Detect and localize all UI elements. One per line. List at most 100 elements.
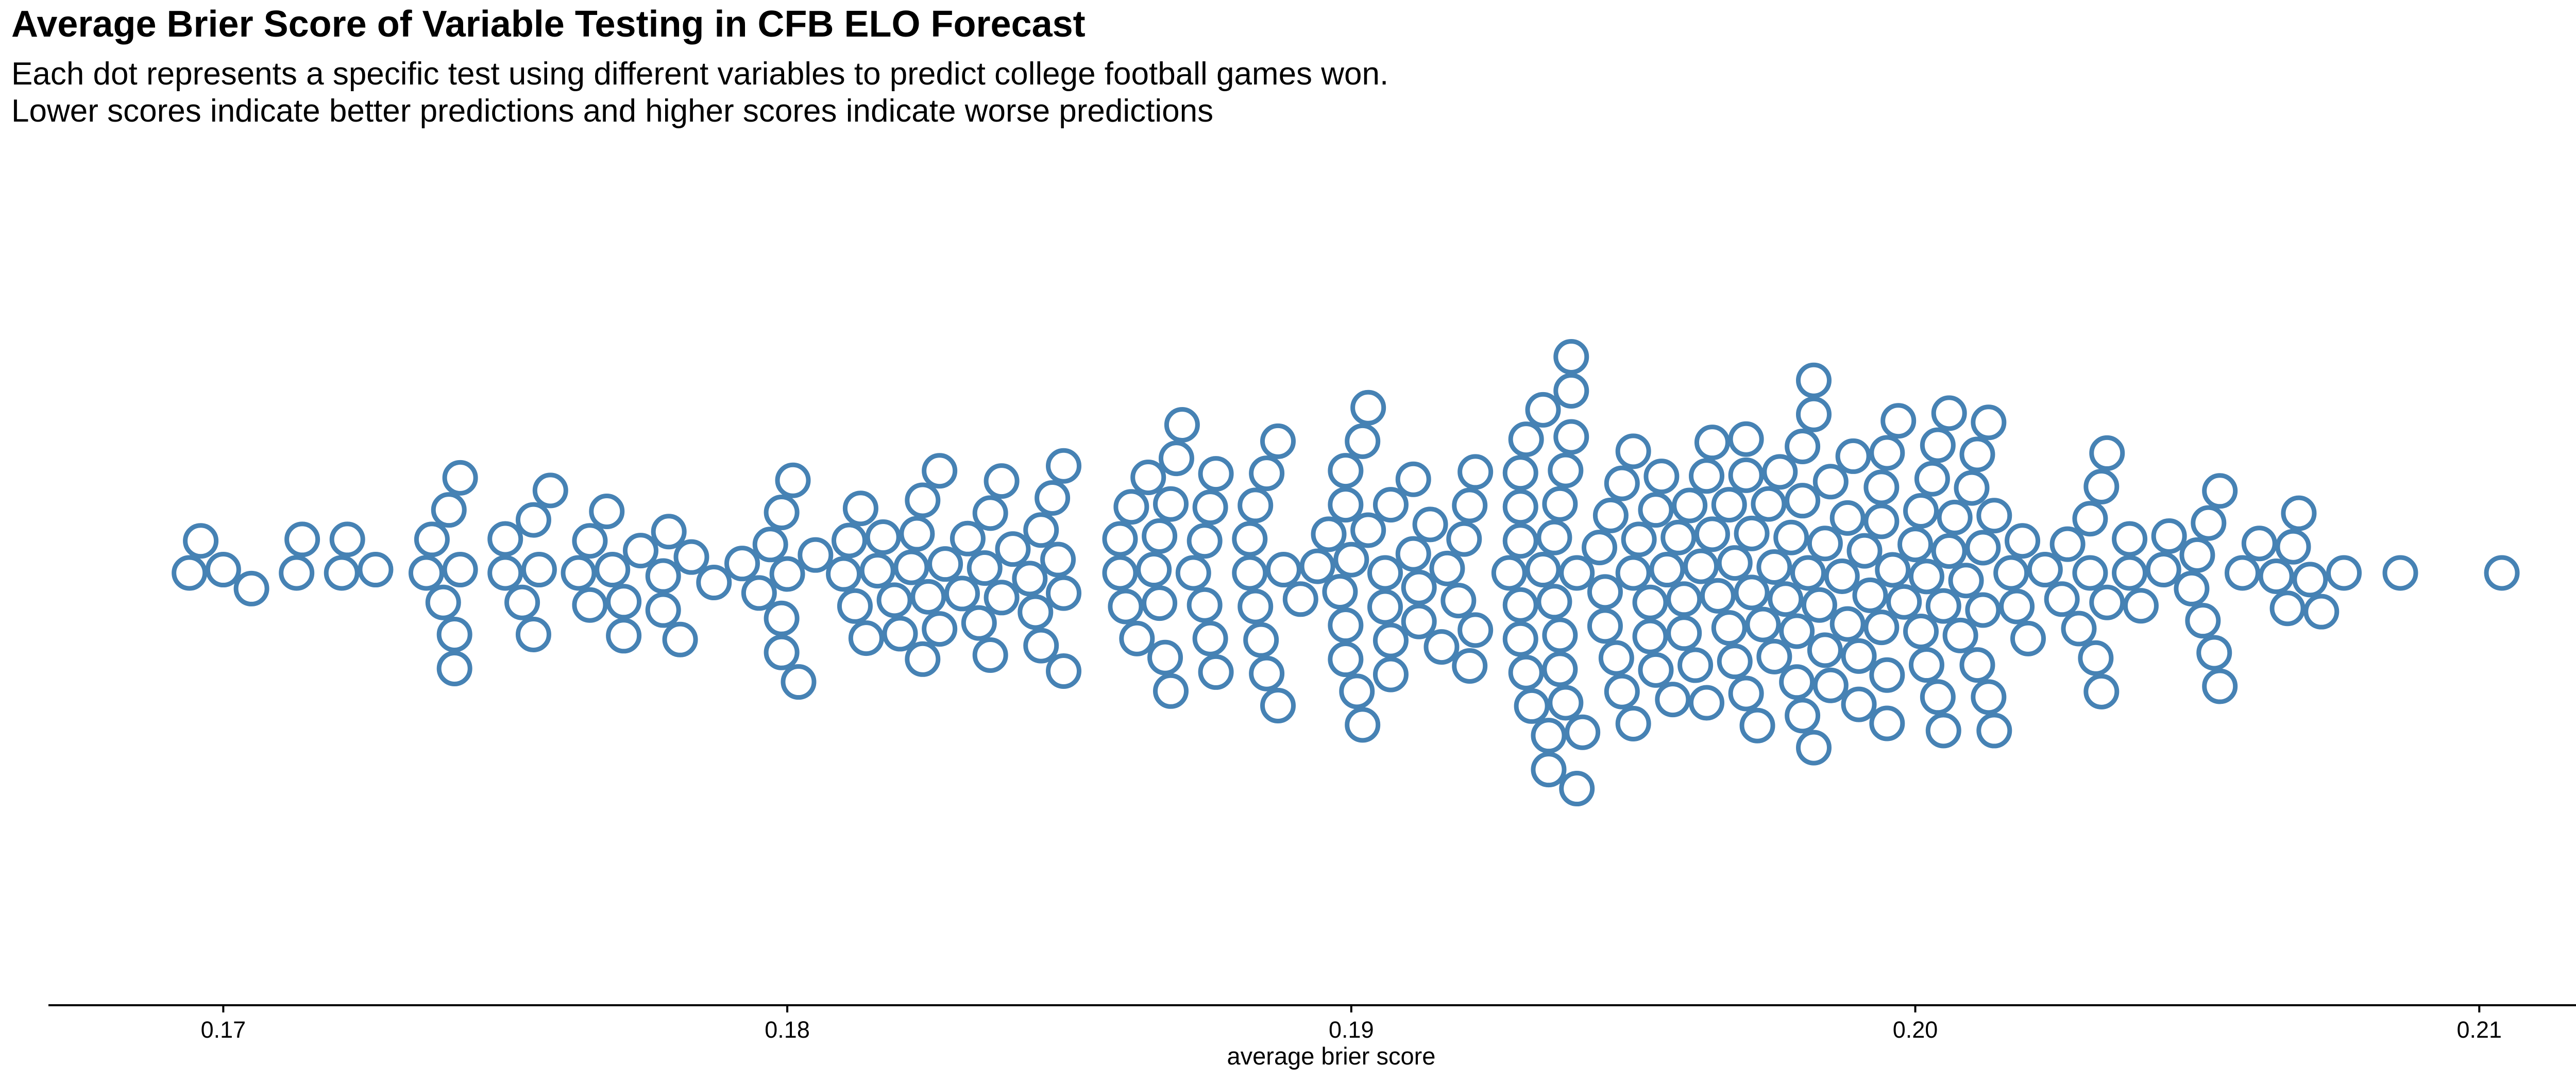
data-point xyxy=(1971,404,2007,441)
data-point xyxy=(927,546,963,582)
data-point xyxy=(1023,512,1059,548)
data-point xyxy=(769,556,805,592)
data-point xyxy=(905,641,941,677)
data-point xyxy=(2044,581,2080,617)
data-point xyxy=(1581,530,1617,566)
data-point xyxy=(1592,497,1629,533)
data-point xyxy=(1023,628,1059,664)
data-point xyxy=(2241,526,2277,562)
data-point xyxy=(1238,487,1274,523)
data-point xyxy=(882,616,918,652)
data-point xyxy=(944,576,980,612)
subtitle-line-2: Lower scores indicate better predictions… xyxy=(11,93,1214,129)
data-point xyxy=(1192,620,1228,656)
data-point xyxy=(1903,613,1939,649)
data-point xyxy=(764,600,800,636)
data-point xyxy=(1192,489,1228,526)
data-point xyxy=(2027,552,2063,588)
data-point xyxy=(572,587,608,623)
data-point xyxy=(1130,459,1166,495)
data-point xyxy=(1412,506,1448,543)
data-point xyxy=(487,555,523,591)
data-point xyxy=(724,546,760,582)
data-point xyxy=(1835,438,1871,474)
data-point xyxy=(1886,584,1922,620)
data-point xyxy=(859,553,895,589)
data-point xyxy=(1914,461,1950,497)
data-point xyxy=(233,570,269,606)
data-point xyxy=(1728,675,1764,712)
data-point xyxy=(2185,603,2221,639)
x-axis-ticks: 0.17 0.18 0.19 0.20 0.21 xyxy=(201,1005,2502,1043)
data-point xyxy=(1531,718,1567,754)
data-point xyxy=(1542,486,1578,522)
data-point xyxy=(1739,707,1775,743)
data-point xyxy=(1976,498,2012,534)
data-point xyxy=(1795,362,1832,398)
data-point xyxy=(442,460,478,496)
data-point xyxy=(2179,537,2215,573)
data-point xyxy=(1841,686,1877,722)
data-point xyxy=(1604,465,1640,501)
data-point xyxy=(1959,647,1995,683)
data-point xyxy=(2010,620,2046,656)
data-point xyxy=(436,617,472,653)
data-point xyxy=(961,605,997,641)
x-tick-label: 0.20 xyxy=(1893,1017,1938,1043)
data-point xyxy=(832,522,868,559)
data-point xyxy=(1372,622,1409,658)
data-point xyxy=(572,523,608,559)
data-point xyxy=(2123,588,2159,624)
data-point xyxy=(1615,555,1651,591)
data-point xyxy=(1040,542,1076,578)
data-point xyxy=(2484,555,2520,591)
data-point xyxy=(2303,594,2340,630)
data-point xyxy=(984,580,1020,616)
data-point xyxy=(899,516,935,552)
data-point xyxy=(2089,584,2125,620)
data-point xyxy=(1785,428,1821,464)
data-point xyxy=(2089,435,2125,471)
data-point xyxy=(1282,581,1318,617)
data-point xyxy=(1299,548,1335,584)
data-point xyxy=(1638,652,1674,688)
data-point xyxy=(1773,519,1809,555)
data-point xyxy=(279,555,315,591)
data-point xyxy=(1621,521,1657,557)
x-tick-label: 0.17 xyxy=(201,1017,246,1043)
data-point xyxy=(1925,713,1961,749)
data-point xyxy=(2275,529,2311,565)
data-point xyxy=(1452,648,1488,684)
data-point xyxy=(2196,635,2232,671)
data-point xyxy=(515,617,551,653)
data-point xyxy=(622,533,658,569)
data-point xyxy=(1937,499,1973,535)
data-point xyxy=(1035,480,1071,516)
data-point xyxy=(645,558,681,594)
data-point xyxy=(1717,545,1753,581)
data-point xyxy=(172,555,208,591)
data-point xyxy=(1829,606,1866,642)
data-point xyxy=(1350,512,1386,548)
data-point xyxy=(2224,555,2260,591)
data-point xyxy=(995,531,1031,567)
x-tick-label: 0.19 xyxy=(1329,1017,1374,1043)
data-point xyxy=(1542,651,1578,687)
data-point xyxy=(2083,673,2120,709)
data-point xyxy=(1615,705,1651,741)
data-point xyxy=(1711,487,1747,523)
data-point xyxy=(764,634,800,670)
data-point xyxy=(329,521,365,557)
data-point xyxy=(1423,629,1460,665)
data-point xyxy=(1959,436,1995,472)
data-point xyxy=(1265,552,1301,588)
data-point xyxy=(972,495,1008,531)
data-point xyxy=(1491,555,1527,591)
data-point xyxy=(1999,588,2035,624)
data-point xyxy=(645,592,681,628)
data-point xyxy=(2083,469,2120,505)
data-point xyxy=(2202,473,2238,509)
data-point xyxy=(1153,673,1189,709)
data-point xyxy=(2112,555,2148,591)
